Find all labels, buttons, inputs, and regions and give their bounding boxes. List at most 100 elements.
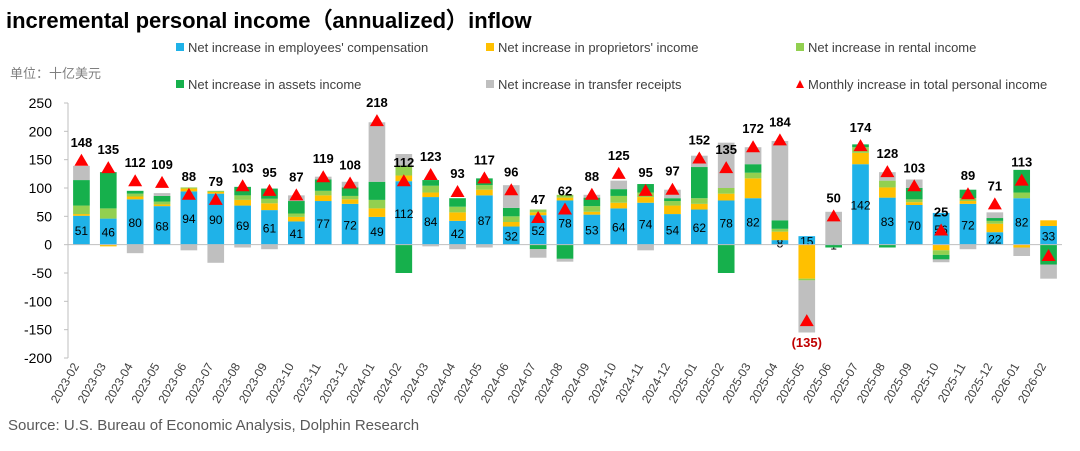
total-label: 113 [1011,155,1032,170]
bar-segment [529,249,547,258]
total-label: 172 [742,121,764,136]
bar-segment [314,201,332,245]
total-label: 117 [474,152,495,167]
bar-segment [529,244,547,250]
bar-segment [180,191,198,245]
triangle-marker [799,314,814,327]
data-label: 52 [531,224,545,238]
data-label: 49 [370,225,384,239]
bar-segment [798,278,816,281]
bar-segment [771,231,789,241]
total-label: (135) [792,335,822,350]
bar-segment [1013,192,1031,199]
bar-segment [1040,225,1057,245]
bar-segment [207,244,225,263]
bar-segment [610,180,628,190]
legend-label: Net increase in assets income [188,77,361,92]
bar-segment [637,202,654,245]
total-label: 97 [665,164,679,179]
legend-label: Net increase in transfer receipts [498,77,682,92]
triangle-marker [772,133,787,146]
bar-segment [717,244,735,273]
bar-segment [905,199,923,203]
bar-segment [153,195,171,202]
bar-segment [852,164,869,245]
bar-segment [771,140,789,221]
total-label: 112 [125,155,146,170]
triangle-marker [987,197,1002,210]
bar-segment [368,122,386,182]
bar-segment [368,216,386,245]
bar-segment [879,244,896,248]
data-label: 74 [639,218,653,232]
bar-segment [502,226,520,245]
data-label: 77 [317,217,331,231]
bar-segment [449,220,466,245]
triangle-marker [262,183,277,196]
bar-segment [99,244,117,247]
bar-segment [771,240,789,245]
bar-segment [583,206,601,212]
triangle-marker [477,171,492,184]
triangle-marker [235,179,250,192]
bar-segment [449,212,466,221]
y-tick-label: -150 [24,322,52,338]
bar-segment [959,244,977,250]
bar-segment [852,152,869,165]
legend-swatch [486,43,494,51]
bar-segment [73,165,90,181]
bar-segment [502,207,520,217]
y-tick-label: -50 [32,265,52,281]
bar-segment [556,258,574,262]
y-tick-label: 200 [29,123,53,139]
total-label: 79 [209,174,223,189]
bar-segment [932,254,950,260]
bar-segment [126,193,144,197]
bar-segment [529,209,547,213]
bar-segment [717,193,735,201]
bar-segment [1040,264,1057,279]
triangle-marker [746,140,761,153]
total-label: 125 [608,148,630,163]
total-label: 152 [688,133,710,148]
bar-segment [180,244,198,251]
bar-segment [476,195,493,245]
data-label: 61 [263,221,277,235]
bar-segment [879,180,896,188]
bar-segment [744,198,762,245]
data-label: 22 [988,232,1002,246]
bar-segment [261,244,278,250]
bar-segment [905,205,923,245]
bar-segment [986,232,1004,245]
bar-segment [288,213,305,217]
bar-segment [502,222,520,227]
chart-title: incremental personal income（annualized）i… [6,8,533,33]
data-label: 68 [155,219,169,233]
bar-segment [422,244,440,247]
bar-segment [798,244,816,279]
bar-segment [153,206,171,245]
bar-segment [664,205,681,215]
bar-segment [610,202,628,209]
total-label: 184 [769,114,791,129]
total-label: 87 [289,169,303,184]
y-tick-label: -100 [24,293,52,309]
bar-segment [341,199,359,204]
bar-segment [314,195,332,202]
data-label: 54 [666,223,680,237]
bar-segment [771,220,789,229]
bar-segment [234,205,251,245]
bar-segment [288,201,305,214]
bar-segment [449,206,466,213]
total-label: 119 [313,151,334,166]
triangle-marker [74,153,89,166]
bar-segment [422,192,440,198]
bar-segment [126,190,144,194]
triangle-marker [208,192,223,205]
legend-swatch [796,43,804,51]
total-label: 88 [182,169,196,184]
triangle-marker [907,179,922,192]
legend-swatch [176,43,184,51]
y-tick-label: 250 [29,95,53,111]
bar-segment [556,197,574,201]
